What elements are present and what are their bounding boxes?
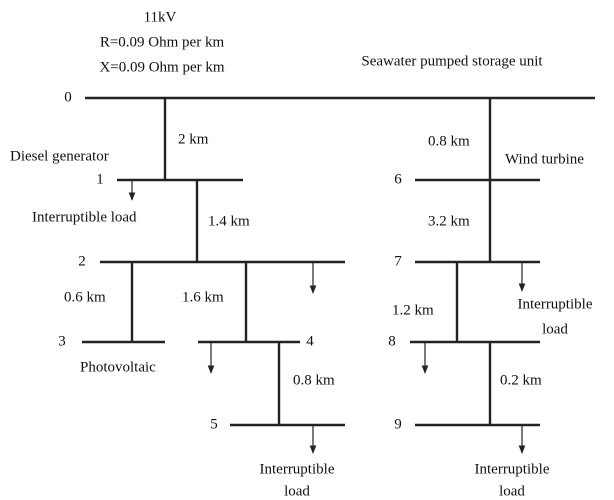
component-label: Interruptible load: [32, 209, 137, 225]
bus-label: 3: [58, 333, 66, 349]
component-label: Wind turbine: [505, 151, 584, 167]
line-length: 0.8 km: [293, 372, 335, 388]
line-length: 1.6 km: [182, 289, 224, 305]
component-label: Diesel generator: [10, 148, 109, 164]
component-label: Photovoltaic: [80, 359, 156, 375]
bus-label: 0: [64, 89, 72, 105]
load-label: Interruptible: [518, 296, 593, 312]
line-length: 1.4 km: [208, 213, 250, 229]
reactance: X=0.09 Ohm per km: [99, 59, 224, 75]
line-length: 0.2 km: [500, 372, 542, 388]
resistance: R=0.09 Ohm per km: [100, 34, 225, 50]
line-length: 2 km: [178, 131, 209, 147]
line-length: 3.2 km: [428, 213, 470, 229]
load-label: Interruptible: [475, 461, 550, 477]
bus-label: 6: [394, 171, 402, 187]
load-label: load: [542, 321, 568, 337]
load-label: Interruptible: [260, 461, 335, 477]
bus-label: 8: [388, 333, 396, 349]
line-length: 0.8 km: [428, 133, 470, 149]
bus-label: 1: [96, 171, 104, 187]
load-label: load: [284, 483, 310, 499]
component-label: Seawater pumped storage unit: [361, 53, 543, 69]
bus-label: 5: [210, 416, 218, 432]
bus-label: 4: [306, 333, 314, 349]
load-label: load: [499, 483, 525, 499]
bus-label: 7: [394, 253, 402, 269]
bus-label: 9: [394, 416, 402, 432]
voltage: 11kV: [144, 9, 177, 25]
line-length: 1.2 km: [392, 302, 434, 318]
line-length: 0.6 km: [64, 289, 106, 305]
bus-label: 2: [78, 253, 86, 269]
